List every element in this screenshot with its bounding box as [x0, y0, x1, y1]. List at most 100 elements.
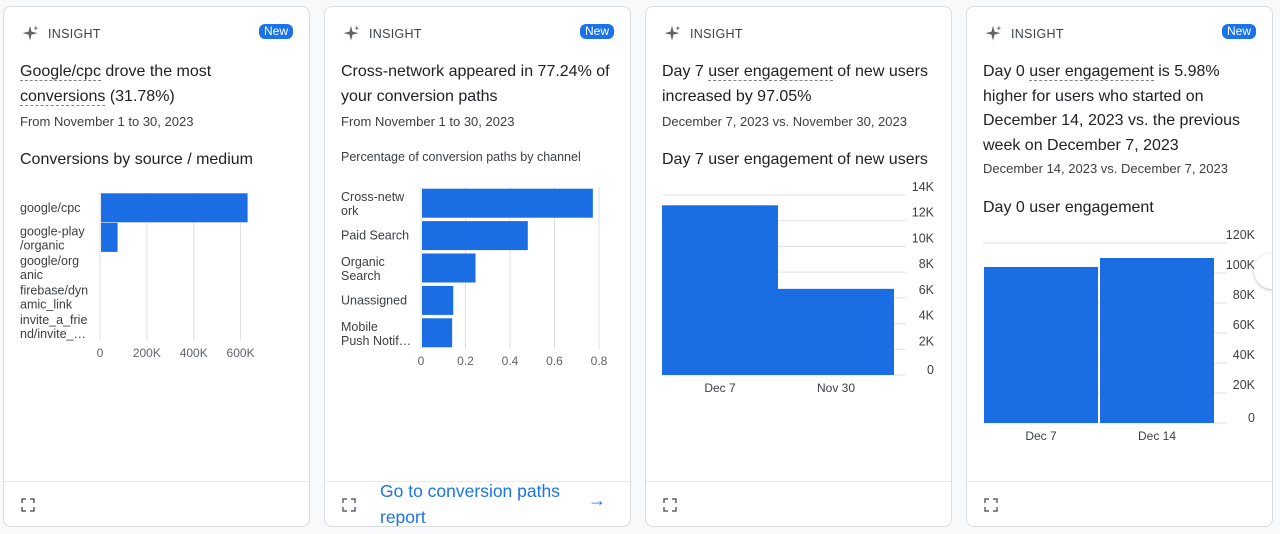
- headline-term-link[interactable]: conversions: [20, 87, 106, 106]
- insight-eyebrow: INSIGHT: [662, 24, 743, 44]
- day0-engagement-chart: 0 20K 40K 60K 80K 100K 120K Dec 7 Dec 14: [983, 228, 1256, 443]
- x-tick-label: 400K: [180, 346, 208, 360]
- date-comparison: December 14, 2023 vs. December 7, 2023: [983, 161, 1228, 176]
- arrow-right-icon[interactable]: →: [588, 490, 606, 510]
- insight-eyebrow: INSIGHT: [20, 24, 101, 44]
- chart-title: Conversions by source / medium: [20, 151, 253, 168]
- insight-headline: Day 0 user engagement is 5.98% higher fo…: [983, 60, 1258, 158]
- y-tick-label: 4K: [919, 309, 935, 323]
- sparkle-icon: [343, 25, 360, 41]
- category-label: google-play/organic: [20, 224, 85, 252]
- category-label: Organic Search: [341, 255, 385, 283]
- headline-text: is 5.98% higher for users who started on…: [983, 63, 1241, 154]
- insight-card-3[interactable]: INSIGHT Day 7 user engagement of new use…: [645, 6, 952, 527]
- new-badge: New: [258, 24, 293, 39]
- date-comparison: December 7, 2023 vs. November 30, 2023: [662, 114, 907, 129]
- y-tick-label: 40K: [1233, 348, 1256, 362]
- chart-title: Day 7 user engagement of new users: [662, 151, 928, 168]
- insight-card-4[interactable]: INSIGHT New Day 0 user engagement is 5.9…: [966, 6, 1273, 527]
- y-tick-label: 2K: [919, 334, 935, 348]
- date-range: From November 1 to 30, 2023: [20, 114, 194, 129]
- card-footer: [4, 481, 309, 526]
- conversions-bar-chart: 0 200K 400K 600K google/cpc google-play/organ…: [20, 193, 255, 360]
- x-tick-label: 600K: [227, 346, 255, 360]
- y-tick-label: 8K: [919, 257, 935, 271]
- y-tick-label: 100K: [1226, 258, 1256, 272]
- y-tick-label: 20K: [1233, 378, 1256, 392]
- x-tick-label: 0.2: [457, 354, 474, 368]
- y-tick-label: 6K: [919, 283, 935, 297]
- y-tick-label: 10K: [912, 231, 935, 245]
- x-tick-label: Dec 7: [1025, 429, 1057, 443]
- insight-eyebrow: INSIGHT: [983, 24, 1064, 44]
- x-tick-label: 200K: [133, 346, 161, 360]
- chart-title: Day 0 user engagement: [983, 199, 1154, 216]
- y-tick-label: 0: [927, 363, 934, 377]
- bar: [422, 253, 476, 283]
- sparkle-icon: [664, 25, 681, 41]
- category-label: Unassigned: [341, 293, 407, 307]
- card-footer: [646, 481, 951, 526]
- insight-label: INSIGHT: [690, 27, 743, 41]
- category-label: Paid Search: [341, 229, 409, 243]
- x-tick-label: 0: [418, 354, 425, 368]
- date-range: From November 1 to 30, 2023: [341, 114, 515, 129]
- headline-term-link[interactable]: Google/cpc: [20, 63, 101, 81]
- insight-label: INSIGHT: [48, 27, 101, 41]
- headline-text: (31.78%): [105, 87, 175, 105]
- bar: [101, 193, 248, 223]
- y-tick-label: 0: [1248, 411, 1255, 425]
- new-badge: New: [579, 24, 614, 39]
- x-tick-label: 0.8: [591, 354, 608, 368]
- headline-text: Day 7: [662, 63, 709, 80]
- x-tick-label: Nov 30: [817, 381, 855, 395]
- x-tick-label: 0: [97, 346, 104, 360]
- headline-text: Day 0: [983, 63, 1030, 80]
- bar: [778, 288, 894, 375]
- headline-term-link[interactable]: user engagement: [1029, 63, 1154, 81]
- carousel-next-button[interactable]: [1254, 253, 1272, 289]
- insight-headline: Google/cpc drove the most conversions (3…: [20, 60, 295, 109]
- bar: [422, 221, 528, 251]
- y-tick-label: 14K: [912, 180, 935, 194]
- category-label: google/cpc: [20, 201, 80, 215]
- bar: [422, 188, 593, 218]
- expand-icon[interactable]: [662, 497, 678, 513]
- headline-text: of new users increased by 97.05%: [662, 63, 928, 105]
- conversion-paths-bar-chart: 0 0.2 0.4 0.6 0.8 Cross-netw ork Paid Search Org…: [341, 187, 608, 368]
- bar: [422, 318, 453, 348]
- y-tick-label: 80K: [1233, 288, 1256, 302]
- new-badge: New: [1221, 24, 1256, 39]
- insight-headline: Day 7 user engagement of new users incre…: [662, 60, 937, 109]
- insight-eyebrow: INSIGHT: [341, 24, 422, 44]
- y-tick-label: 60K: [1233, 318, 1256, 332]
- y-tick-label: 120K: [1226, 228, 1256, 242]
- insight-card-2[interactable]: INSIGHT New Cross-network appeared in 77…: [324, 6, 631, 527]
- day7-engagement-chart: 0 2K 4K 6K 8K 10K 12K 14K Dec 7 Nov 30: [662, 180, 935, 395]
- category-label: google/org anic: [20, 254, 79, 282]
- insight-headline: Cross-network appeared in 77.24% of your…: [341, 63, 610, 105]
- expand-icon[interactable]: [20, 497, 36, 513]
- bar: [984, 267, 1098, 423]
- sparkle-icon: [985, 25, 1002, 41]
- bar: [422, 285, 454, 315]
- insight-card-1[interactable]: INSIGHT New Google/cpc drove the most co…: [3, 6, 310, 527]
- bar: [101, 222, 118, 252]
- insight-label: INSIGHT: [1011, 27, 1064, 41]
- chart-subtitle: Percentage of conversion paths by channe…: [341, 150, 581, 164]
- insight-label: INSIGHT: [369, 27, 422, 41]
- headline-term-link[interactable]: user engagement: [708, 63, 833, 81]
- bar: [1100, 258, 1214, 423]
- card-footer: Go to conversion paths report →: [325, 481, 630, 526]
- x-tick-label: 0.6: [546, 354, 563, 368]
- category-label: firebase/dyn amic_link: [20, 284, 88, 312]
- card-footer: [967, 481, 1272, 526]
- conversion-paths-report-link[interactable]: Go to conversion paths report: [380, 481, 560, 527]
- expand-icon[interactable]: [983, 497, 999, 513]
- category-label: invite_a_frie nd/invite_…: [20, 313, 87, 341]
- x-tick-label: Dec 7: [704, 381, 736, 395]
- headline-text: drove the most: [100, 63, 212, 80]
- expand-icon[interactable]: [341, 497, 357, 513]
- category-label: Mobile Push Notif…: [341, 320, 411, 348]
- category-label: Cross-netw ork: [341, 190, 405, 218]
